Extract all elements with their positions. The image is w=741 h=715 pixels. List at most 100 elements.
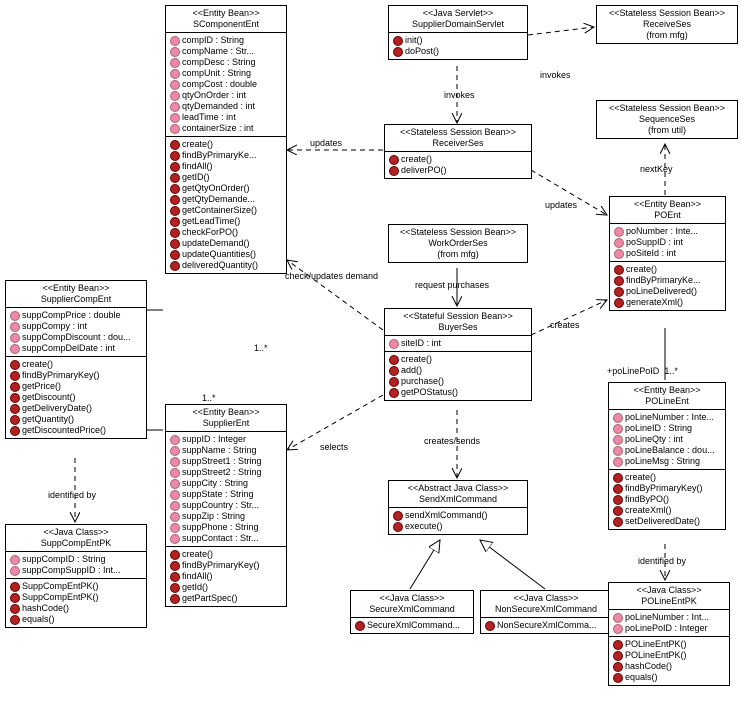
attribute: poSiteId : int xyxy=(614,248,721,259)
attribute: containerSize : int xyxy=(170,123,282,134)
visibility-icon xyxy=(613,435,623,445)
visibility-icon xyxy=(10,393,20,403)
operations: create()findByPrimaryKey()findByPO()crea… xyxy=(609,470,725,529)
operation: create() xyxy=(10,359,142,370)
operations: SecureXmlCommand... xyxy=(351,618,473,633)
class-title: <<Java Class>>POLineEntPK xyxy=(609,583,729,610)
operation: findByPO() xyxy=(613,494,721,505)
visibility-icon xyxy=(170,69,180,79)
visibility-icon xyxy=(389,388,399,398)
visibility-icon xyxy=(613,624,623,634)
visibility-icon xyxy=(10,382,20,392)
edge-label: selects xyxy=(320,442,348,452)
operations: create()findByPrimaryKey()getPrice()getD… xyxy=(6,357,146,438)
attributes: suppCompPrice : doublesuppCompy : intsup… xyxy=(6,308,146,357)
edge-label: creates/sends xyxy=(424,436,480,446)
visibility-icon xyxy=(10,404,20,414)
operation: getQtyOnOrder() xyxy=(170,183,282,194)
operation: updateDemand() xyxy=(170,238,282,249)
operation: NonSecureXmlComma... xyxy=(485,620,607,631)
attributes: compID : StringcompName : Str...compDesc… xyxy=(166,33,286,137)
class-title: <<Java Class>>NonSecureXmlCommand xyxy=(481,591,611,618)
visibility-icon xyxy=(613,640,623,650)
visibility-icon xyxy=(613,651,623,661)
attribute: compDesc : String xyxy=(170,57,282,68)
operation: getDiscount() xyxy=(10,392,142,403)
attribute: compUnit : String xyxy=(170,68,282,79)
operation: findAll() xyxy=(170,161,282,172)
class-WorkOrderSes: <<Stateless Session Bean>>WorkOrderSes(f… xyxy=(388,224,528,263)
attribute: poNumber : Inte... xyxy=(614,226,721,237)
attributes: poLineNumber : Int...poLinePoID : Intege… xyxy=(609,610,729,637)
attribute: suppCompID : String xyxy=(10,554,142,565)
edge-label: nextKey xyxy=(640,164,673,174)
attribute: poLineNumber : Inte... xyxy=(613,412,721,423)
visibility-icon xyxy=(170,91,180,101)
class-SupplierCompEnt: <<Entity Bean>>SupplierCompEntsuppCompPr… xyxy=(5,280,147,439)
visibility-icon xyxy=(614,227,624,237)
operations: create()deliverPO() xyxy=(385,152,531,178)
attribute: compCost : double xyxy=(170,79,282,90)
attributes: suppCompID : StringsuppCompSuppID : Int.… xyxy=(6,552,146,579)
visibility-icon xyxy=(393,511,403,521)
attribute: suppStreet2 : String xyxy=(170,467,282,478)
visibility-icon xyxy=(10,593,20,603)
visibility-icon xyxy=(170,239,180,249)
visibility-icon xyxy=(170,534,180,544)
class-SuppCompEntPK: <<Java Class>>SuppCompEntPKsuppCompID : … xyxy=(5,524,147,628)
visibility-icon xyxy=(613,413,623,423)
visibility-icon xyxy=(10,344,20,354)
visibility-icon xyxy=(389,166,399,176)
class-title: <<Java Class>>SuppCompEntPK xyxy=(6,525,146,552)
visibility-icon xyxy=(614,298,624,308)
attribute: qtyDemanded : int xyxy=(170,101,282,112)
operation: create() xyxy=(389,154,527,165)
attribute: poLinePoID : Integer xyxy=(613,623,725,634)
attribute: suppCountry : Str... xyxy=(170,500,282,511)
visibility-icon xyxy=(614,238,624,248)
edge-label: identified by xyxy=(48,490,96,500)
operation: create() xyxy=(389,354,527,365)
attributes: poLineNumber : Inte...poLineID : Stringp… xyxy=(609,410,725,470)
operation: init() xyxy=(393,35,523,46)
visibility-icon xyxy=(10,566,20,576)
visibility-icon xyxy=(170,457,180,467)
visibility-icon xyxy=(613,662,623,672)
visibility-icon xyxy=(170,479,180,489)
operation: create() xyxy=(614,264,721,275)
operations: create()findByPrimaryKey()findAll()getId… xyxy=(166,547,286,606)
visibility-icon xyxy=(170,490,180,500)
operation: SuppCompEntPK() xyxy=(10,592,142,603)
attribute: suppCompPrice : double xyxy=(10,310,142,321)
operation: getPrice() xyxy=(10,381,142,392)
visibility-icon xyxy=(170,124,180,134)
class-POEnt: <<Entity Bean>>POEntpoNumber : Inte...po… xyxy=(609,196,726,311)
attribute: suppCompDiscount : dou... xyxy=(10,332,142,343)
attribute: leadTime : int xyxy=(170,112,282,123)
visibility-icon xyxy=(613,484,623,494)
operations: POLineEntPK()POLineEntPK()hashCode()equa… xyxy=(609,637,729,685)
operation: getContainerSize() xyxy=(170,205,282,216)
visibility-icon xyxy=(10,415,20,425)
class-ReceiveSes: <<Stateless Session Bean>>ReceiveSes(fro… xyxy=(596,5,738,44)
operation: getPartSpec() xyxy=(170,593,282,604)
class-title: <<Stateless Session Bean>>ReceiveSes(fro… xyxy=(597,6,737,43)
visibility-icon xyxy=(170,102,180,112)
operation: SecureXmlCommand... xyxy=(355,620,469,631)
attribute: suppStreet1 : String xyxy=(170,456,282,467)
visibility-icon xyxy=(613,613,623,623)
class-BuyerSes: <<Stateful Session Bean>>BuyerSessiteID … xyxy=(384,308,532,401)
operation: hashCode() xyxy=(10,603,142,614)
operation: purchase() xyxy=(389,376,527,387)
operation: deliveredQuantity() xyxy=(170,260,282,271)
edge-label: invokes xyxy=(540,70,571,80)
edge-label: request purchases xyxy=(415,280,489,290)
visibility-icon xyxy=(170,228,180,238)
visibility-icon xyxy=(170,550,180,560)
edge-label: invokes xyxy=(444,90,475,100)
class-SequenceSes: <<Stateless Session Bean>>SequenceSes(fr… xyxy=(596,100,738,139)
multiplicity: 1..* xyxy=(202,393,216,403)
class-POLineEntPK: <<Java Class>>POLineEntPKpoLineNumber : … xyxy=(608,582,730,686)
visibility-icon xyxy=(170,80,180,90)
attribute: suppCity : String xyxy=(170,478,282,489)
